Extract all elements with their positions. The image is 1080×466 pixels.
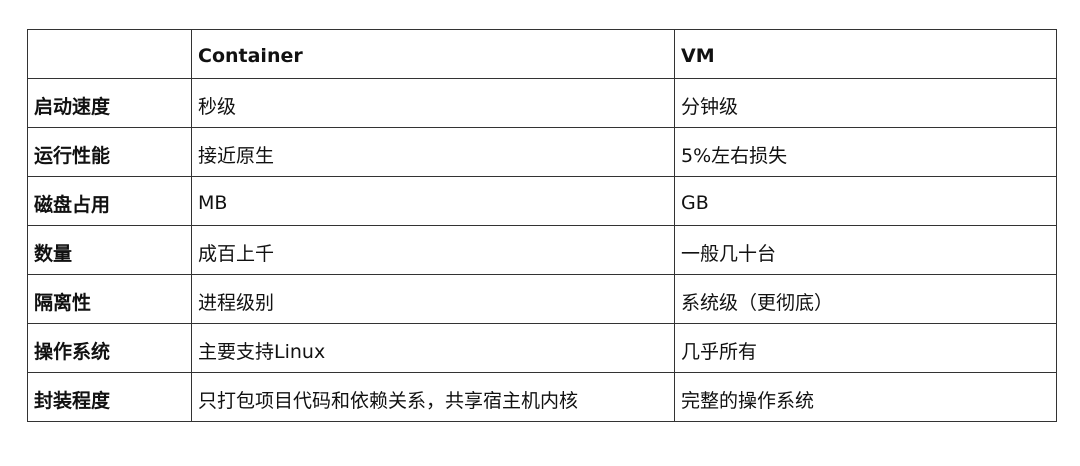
row-label: 启动速度: [27, 78, 192, 128]
vm-value: 5%左右损失: [674, 127, 1057, 177]
table-row: 隔离性 进程级别 系统级（更彻底）: [27, 274, 1057, 324]
vm-value: 系统级（更彻底）: [674, 274, 1057, 324]
row-label: 封装程度: [27, 372, 192, 422]
comparison-table: Container VM 启动速度 秒级 分钟级 运行性能 接近原生 5%左右损失 磁盘占用…: [27, 29, 1057, 422]
table-row: 启动速度 秒级 分钟级: [27, 78, 1057, 128]
row-label: 数量: [27, 225, 192, 275]
table-row: 操作系统 主要支持Linux 几乎所有: [27, 323, 1057, 373]
vm-value: 几乎所有: [674, 323, 1057, 373]
container-value: 进程级别: [191, 274, 675, 324]
header-cell-container: Container: [191, 29, 675, 79]
table-row: 运行性能 接近原生 5%左右损失: [27, 127, 1057, 177]
container-value: 主要支持Linux: [191, 323, 675, 373]
row-label: 操作系统: [27, 323, 192, 373]
container-value: 秒级: [191, 78, 675, 128]
container-value: 接近原生: [191, 127, 675, 177]
table-row: 磁盘占用 MB GB: [27, 176, 1057, 226]
vm-value: GB: [674, 176, 1057, 226]
container-value: 只打包项目代码和依赖关系，共享宿主机内核: [191, 372, 675, 422]
vm-value: 一般几十台: [674, 225, 1057, 275]
table-row: 封装程度 只打包项目代码和依赖关系，共享宿主机内核 完整的操作系统: [27, 372, 1057, 422]
header-cell-empty: [27, 29, 192, 79]
vm-value: 完整的操作系统: [674, 372, 1057, 422]
header-cell-vm: VM: [674, 29, 1057, 79]
container-value: 成百上千: [191, 225, 675, 275]
header-row: Container VM: [27, 29, 1057, 79]
container-value: MB: [191, 176, 675, 226]
table-row: 数量 成百上千 一般几十台: [27, 225, 1057, 275]
row-label: 磁盘占用: [27, 176, 192, 226]
row-label: 运行性能: [27, 127, 192, 177]
row-label: 隔离性: [27, 274, 192, 324]
vm-value: 分钟级: [674, 78, 1057, 128]
